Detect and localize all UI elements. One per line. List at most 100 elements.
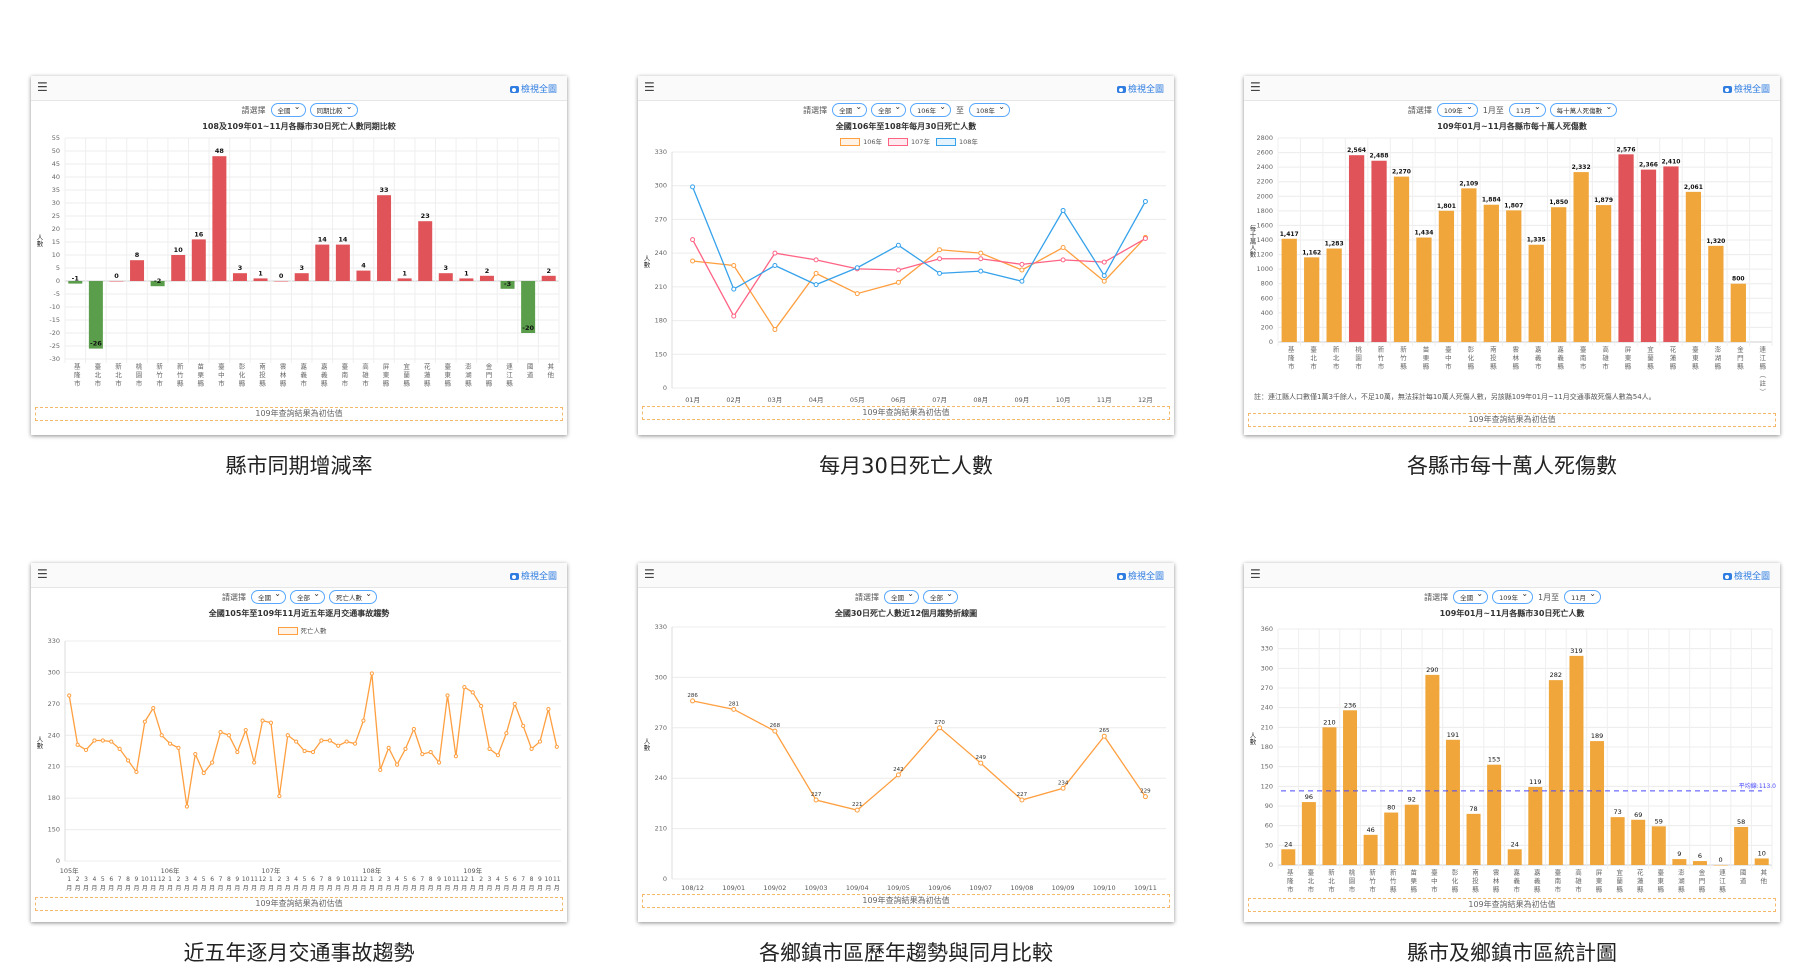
filter-select[interactable]: 106年 (910, 102, 951, 117)
data-point (495, 753, 501, 758)
chart-caption: 各縣市每十萬人死傷數 (1407, 454, 1617, 478)
view-all-button[interactable]: 檢視全圖 (509, 82, 557, 95)
bar (1713, 865, 1728, 866)
hamburger-icon[interactable]: ☰ (1250, 80, 1261, 94)
y-axis-label: 人數 (642, 738, 650, 751)
month-number: 3 (487, 876, 492, 883)
data-point (285, 733, 290, 738)
y-tick-label: 5 (56, 264, 60, 272)
month-tick-label: 11 月 (350, 875, 360, 893)
hamburger-icon[interactable]: ☰ (644, 567, 655, 581)
filter-select[interactable]: 109年 (1492, 589, 1534, 604)
month-unit: 月 (461, 885, 468, 892)
month-tick-label: 12 月 (258, 875, 268, 893)
filter-select[interactable]: 全國 (251, 589, 286, 604)
filter-select[interactable]: 全國 (1453, 589, 1489, 604)
bar-value-label: 319 (1570, 647, 1582, 655)
month-unit: 月 (402, 885, 409, 892)
filter-select[interactable]: 全國 (884, 589, 919, 604)
x-tick-label: 宜蘭縣 (1645, 346, 1654, 372)
y-axis-label: 人數 (35, 233, 43, 247)
data-point (453, 754, 459, 759)
y-tick-label: 180 (1261, 743, 1273, 751)
filter-select[interactable]: 11月 (1508, 102, 1546, 117)
bar (1573, 172, 1589, 342)
y-tick-label: 20 (52, 225, 60, 233)
month-number: 10 (544, 876, 553, 883)
view-all-button[interactable]: 檢視全圖 (1722, 82, 1770, 95)
bar-value-label: 10 (1758, 849, 1766, 857)
view-all-button[interactable]: 檢視全圖 (1722, 569, 1770, 582)
view-all-button[interactable]: 檢視全圖 (1116, 569, 1164, 582)
x-tick-label: 臺東縣 (442, 363, 451, 389)
bar (1708, 245, 1724, 342)
filter-select[interactable]: 全國 (270, 102, 306, 117)
bar-value-label: 282 (1550, 671, 1562, 679)
bar (479, 275, 494, 281)
hamburger-icon[interactable]: ☰ (1250, 567, 1261, 581)
bar-value-label: 2,061 (1684, 184, 1703, 191)
month-tick-label: 10 月 (443, 875, 453, 893)
bar (1393, 176, 1410, 342)
bar (315, 244, 330, 281)
x-tick-label: 嘉義縣 (319, 363, 328, 389)
filter-select[interactable]: 全部 (871, 102, 907, 117)
month-number: 7 (420, 876, 425, 883)
filter-select[interactable]: 每十萬人死傷數 (1549, 102, 1618, 117)
filter-select[interactable]: 全部 (290, 589, 325, 604)
filter-select[interactable]: 11月 (1564, 589, 1601, 604)
chart-canvas: 0 210 240 270 300 330 286 281 268 227 221 242 270 249… (655, 623, 1166, 883)
data-point (302, 748, 307, 754)
data-point (201, 770, 206, 776)
x-tick-label: 新竹縣 (1388, 869, 1397, 895)
x-tick-label: 屏東縣 (1623, 346, 1632, 372)
data-point (1101, 273, 1107, 279)
y-tick-label: -5 (54, 290, 60, 298)
filter-prompt: 請選擇 (855, 593, 879, 602)
x-tick-label: 新北市 (1326, 869, 1335, 895)
hamburger-icon[interactable]: ☰ (37, 567, 48, 581)
y-tick-label: 240 (655, 249, 667, 257)
data-point (813, 257, 819, 263)
month-number: 12 (460, 876, 469, 883)
x-tick-label: 澎湖縣 (1712, 346, 1721, 372)
bar-value-label: 24 (1284, 840, 1292, 848)
hamburger-icon[interactable]: ☰ (644, 80, 655, 94)
chart-panel: ☰檢視全圖請選擇全國全部死亡人數全國105年至109年11月近五年逐月交通事故趨… (31, 563, 567, 922)
filter-select[interactable]: 109年 (1436, 102, 1478, 117)
y-tick-label: 45 (52, 160, 60, 168)
bar (171, 255, 186, 281)
chart-canvas: 0306090120150180210240270300330360249621… (1261, 625, 1776, 869)
y-tick-label: 300 (655, 673, 667, 681)
chart-panel: ☰ 檢視全圖請選擇全國全部全國30日死亡人數近12個月趨勢折線圖人數 109年查詢結… (638, 563, 1174, 922)
filter-select[interactable]: 同期比較 (309, 102, 358, 117)
view-all-button[interactable]: 檢視全圖 (1116, 82, 1164, 95)
bar-value-label: 2,332 (1572, 164, 1591, 171)
data-point (1101, 733, 1107, 739)
data-point (193, 752, 198, 757)
month-tick-label: 11 月 (451, 875, 461, 893)
chart-caption: 每月30日死亡人數 (819, 454, 993, 478)
filter-select[interactable]: 死亡人數 (329, 589, 377, 604)
y-tick-label: 400 (1261, 309, 1273, 317)
filter-select[interactable]: 108年 (969, 102, 1010, 117)
filter-select[interactable]: 全國 (832, 102, 868, 117)
x-tick-label: 01月 (685, 396, 700, 404)
bar-value-label: 191 (1447, 731, 1459, 739)
view-all-button[interactable]: 檢視全圖 (509, 569, 557, 582)
bar (1754, 858, 1769, 865)
filter-select[interactable]: 全部 (923, 589, 958, 604)
hamburger-icon[interactable]: ☰ (37, 80, 48, 94)
month-unit: 月 (200, 885, 207, 892)
bar (294, 273, 309, 281)
x-tick-label: 06月 (891, 396, 906, 404)
bar-value-label: 33 (380, 186, 389, 194)
y-tick-label: 50 (52, 147, 60, 155)
estimate-note: 109年查詢結果為初估值 (35, 897, 563, 911)
y-tick-label: 300 (48, 668, 60, 676)
